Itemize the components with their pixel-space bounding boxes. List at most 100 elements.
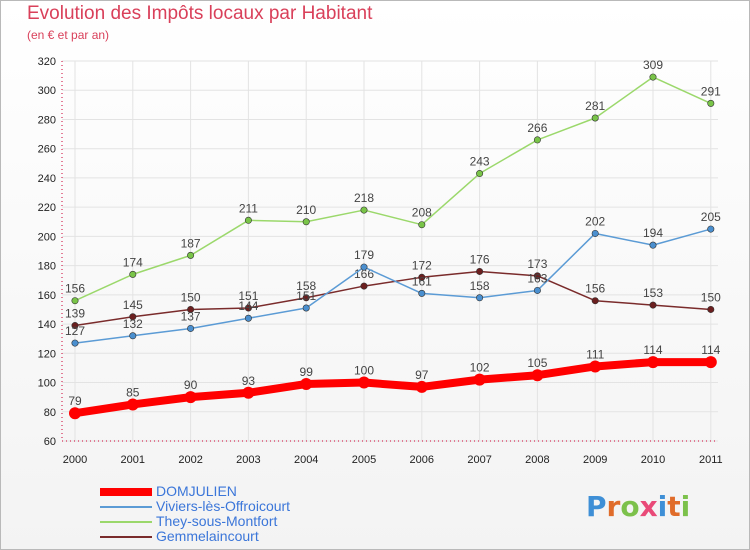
data-label: 208 <box>412 206 432 220</box>
data-point <box>707 305 715 313</box>
data-point <box>187 305 195 313</box>
data-point <box>415 380 428 393</box>
data-label: 202 <box>585 214 605 228</box>
data-point <box>244 216 252 224</box>
data-point <box>589 360 602 373</box>
series-line-3 <box>74 270 712 327</box>
logo-letter: r <box>606 490 621 523</box>
data-point <box>707 99 715 107</box>
legend-swatch-viviers <box>100 506 152 508</box>
data-point <box>129 270 137 278</box>
data-label: 79 <box>68 394 82 408</box>
data-label: 163 <box>527 271 547 285</box>
x-tick-label: 2003 <box>236 454 260 466</box>
series-line-2 <box>74 76 712 302</box>
data-label: 281 <box>585 99 605 113</box>
data-point <box>418 273 426 281</box>
x-tick-label: 2008 <box>525 454 549 466</box>
legend-swatch-domjulien <box>100 488 152 496</box>
x-tick-label: 2002 <box>178 454 202 466</box>
y-tick-label: 260 <box>38 144 56 156</box>
y-tick-label: 160 <box>38 290 56 302</box>
data-label: 150 <box>701 290 721 304</box>
data-point <box>244 314 252 322</box>
data-point <box>533 272 541 280</box>
data-label: 114 <box>701 343 720 357</box>
data-label: 205 <box>701 210 721 224</box>
data-point <box>300 378 313 390</box>
data-label: 266 <box>527 121 547 135</box>
legend-label-domjulien: DOMJULIEN <box>156 483 237 499</box>
y-tick-label: 100 <box>38 378 56 390</box>
data-point <box>187 324 195 332</box>
y-tick-label: 220 <box>38 202 56 214</box>
data-point <box>187 251 195 259</box>
x-tick-label: 2004 <box>294 454 318 466</box>
data-point <box>649 241 657 249</box>
y-tick-label: 200 <box>38 231 56 243</box>
data-label: 127 <box>65 324 85 338</box>
data-point <box>704 356 717 369</box>
y-tick-label: 240 <box>38 173 56 185</box>
x-tick-label: 2007 <box>467 454 491 466</box>
data-point <box>591 114 599 122</box>
data-point <box>360 282 368 290</box>
data-label: 97 <box>415 368 429 382</box>
data-label: 102 <box>470 361 490 375</box>
data-point <box>649 73 657 81</box>
data-point <box>649 301 657 309</box>
data-point <box>360 206 368 214</box>
y-tick-label: 320 <box>38 56 56 68</box>
data-point <box>184 391 197 404</box>
data-point <box>129 332 137 340</box>
data-point <box>533 286 541 294</box>
data-point <box>418 289 426 297</box>
data-label: 137 <box>181 309 201 323</box>
data-label: 218 <box>354 191 374 205</box>
data-point <box>591 297 599 305</box>
data-label: 158 <box>296 279 316 293</box>
data-label: 194 <box>643 226 663 240</box>
data-label: 174 <box>123 255 143 269</box>
data-label: 105 <box>527 356 547 370</box>
data-label: 90 <box>184 378 198 392</box>
data-label: 243 <box>470 155 490 169</box>
x-tick-label: 2010 <box>641 454 665 466</box>
x-tick-label: 2005 <box>352 454 376 466</box>
logo-letter: t <box>667 490 681 523</box>
data-label: 114 <box>643 343 662 357</box>
legend-label-viviers: Viviers-lès-Offroicourt <box>156 498 291 514</box>
x-tick-label: 2000 <box>63 454 87 466</box>
x-tick-label: 2011 <box>699 454 723 466</box>
data-label: 151 <box>296 289 316 303</box>
legend-label-gemmelaincourt: Gemmelaincourt <box>156 528 259 544</box>
chart-title: Evolution des Impôts locaux par Habitant <box>27 3 373 24</box>
data-point <box>302 304 310 312</box>
data-point <box>707 225 715 233</box>
y-tick-label: 140 <box>38 319 56 331</box>
data-label: 139 <box>65 307 85 321</box>
proxiti-logo: Proxiti <box>586 490 690 523</box>
data-label: 151 <box>238 289 258 303</box>
data-point <box>126 398 139 411</box>
logo-letter: x <box>639 490 658 523</box>
data-point <box>533 136 541 144</box>
data-label: 153 <box>643 286 663 300</box>
data-label: 99 <box>300 365 314 379</box>
y-tick-label: 60 <box>44 436 56 448</box>
data-label: 187 <box>181 236 201 250</box>
logo-letter: i <box>657 490 668 523</box>
data-point <box>242 386 255 399</box>
data-label: 145 <box>123 298 143 312</box>
data-point <box>473 373 486 386</box>
y-tick-label: 80 <box>44 407 56 419</box>
data-label: 176 <box>470 252 490 266</box>
data-label: 211 <box>239 201 258 215</box>
data-point <box>531 369 544 382</box>
data-point <box>418 221 426 229</box>
data-point <box>71 339 79 347</box>
data-point <box>358 376 370 389</box>
data-label: 156 <box>585 282 605 296</box>
data-point <box>476 267 484 275</box>
